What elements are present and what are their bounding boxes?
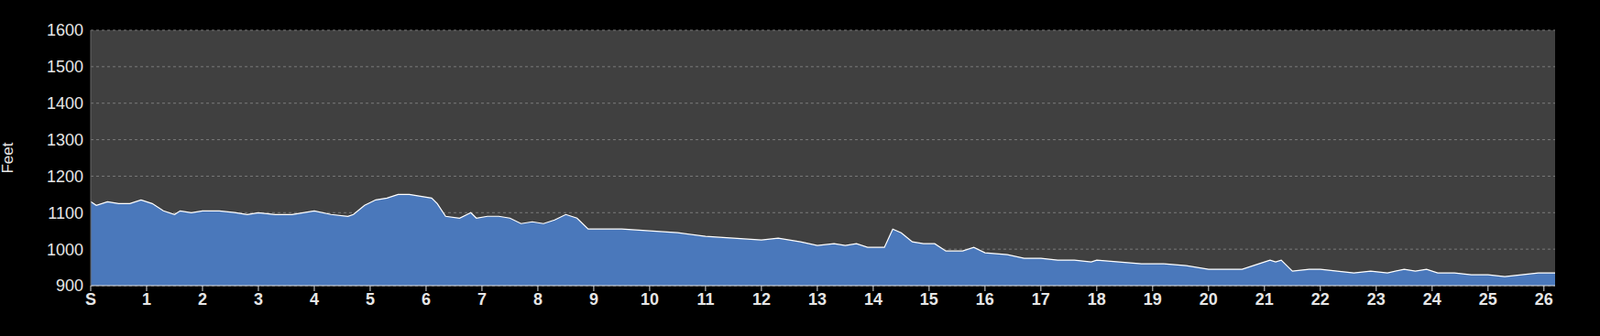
svg-text:24: 24: [1423, 290, 1442, 309]
svg-text:23: 23: [1367, 290, 1386, 309]
svg-text:3: 3: [253, 290, 264, 309]
svg-text:10: 10: [640, 290, 659, 309]
svg-text:S: S: [85, 290, 97, 309]
svg-text:1: 1: [142, 290, 152, 309]
svg-text:13: 13: [808, 290, 827, 309]
svg-text:25: 25: [1479, 290, 1498, 309]
svg-text:15: 15: [920, 290, 939, 309]
svg-text:1300: 1300: [46, 131, 84, 150]
svg-text:6: 6: [421, 290, 431, 309]
svg-text:16: 16: [975, 290, 995, 309]
svg-text:20: 20: [1199, 290, 1218, 309]
svg-text:5: 5: [365, 290, 375, 309]
svg-text:19: 19: [1143, 290, 1162, 309]
svg-text:22: 22: [1311, 290, 1330, 309]
svg-text:2: 2: [197, 290, 208, 309]
svg-text:1200: 1200: [46, 167, 84, 187]
svg-text:9: 9: [589, 290, 599, 309]
svg-text:26: 26: [1534, 290, 1554, 309]
svg-text:1600: 1600: [46, 21, 84, 40]
svg-text:1000: 1000: [46, 241, 84, 260]
svg-text:4: 4: [309, 290, 319, 309]
svg-text:900: 900: [55, 276, 84, 296]
svg-text:14: 14: [864, 290, 883, 309]
svg-text:8: 8: [533, 290, 543, 309]
svg-text:1400: 1400: [46, 94, 84, 113]
svg-text:18: 18: [1087, 290, 1107, 309]
svg-text:1500: 1500: [46, 57, 84, 77]
svg-text:11: 11: [696, 290, 714, 309]
svg-text:21: 21: [1255, 290, 1274, 309]
svg-text:12: 12: [752, 290, 771, 309]
svg-text:1100: 1100: [47, 204, 84, 223]
svg-text:Feet: Feet: [7, 142, 17, 174]
svg-text:7: 7: [477, 290, 487, 309]
svg-text:17: 17: [1031, 290, 1051, 309]
